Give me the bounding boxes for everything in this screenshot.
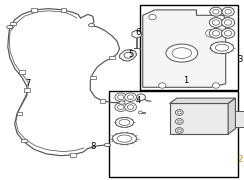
Text: 5: 5 bbox=[128, 50, 133, 59]
Circle shape bbox=[209, 18, 223, 27]
Ellipse shape bbox=[89, 24, 95, 27]
Circle shape bbox=[222, 7, 234, 16]
Circle shape bbox=[206, 29, 216, 37]
Bar bbox=[70, 153, 76, 157]
Bar bbox=[21, 139, 27, 142]
Bar bbox=[109, 56, 115, 59]
Bar bbox=[31, 8, 37, 12]
Polygon shape bbox=[228, 98, 235, 134]
Bar bbox=[17, 112, 22, 115]
Circle shape bbox=[222, 28, 235, 38]
Text: 1: 1 bbox=[183, 76, 188, 85]
Polygon shape bbox=[132, 30, 141, 38]
Circle shape bbox=[115, 103, 127, 111]
Circle shape bbox=[224, 31, 232, 36]
Circle shape bbox=[125, 103, 136, 111]
Bar bbox=[24, 88, 30, 92]
Circle shape bbox=[210, 7, 222, 16]
Ellipse shape bbox=[104, 143, 110, 147]
Circle shape bbox=[127, 95, 134, 100]
Bar bbox=[100, 99, 105, 103]
Ellipse shape bbox=[112, 133, 137, 144]
Ellipse shape bbox=[211, 42, 234, 53]
Bar bbox=[140, 4, 238, 90]
Bar bbox=[90, 76, 96, 79]
Bar bbox=[109, 91, 238, 177]
Text: 2: 2 bbox=[238, 155, 243, 164]
Circle shape bbox=[175, 110, 183, 115]
Text: 7: 7 bbox=[25, 79, 31, 88]
Polygon shape bbox=[235, 111, 244, 127]
Circle shape bbox=[137, 94, 145, 100]
Circle shape bbox=[175, 119, 183, 124]
Circle shape bbox=[225, 9, 231, 14]
Text: 3: 3 bbox=[238, 55, 243, 64]
Text: 8: 8 bbox=[90, 142, 95, 151]
Polygon shape bbox=[120, 50, 137, 61]
Text: 6: 6 bbox=[135, 28, 141, 37]
Ellipse shape bbox=[117, 135, 132, 142]
Polygon shape bbox=[170, 103, 228, 134]
Circle shape bbox=[177, 129, 181, 132]
Ellipse shape bbox=[172, 48, 192, 58]
Circle shape bbox=[124, 52, 132, 58]
Ellipse shape bbox=[119, 101, 125, 104]
Bar bbox=[10, 22, 16, 25]
Circle shape bbox=[118, 95, 124, 100]
Circle shape bbox=[118, 105, 124, 109]
Circle shape bbox=[159, 83, 166, 88]
Circle shape bbox=[115, 93, 127, 102]
Circle shape bbox=[177, 120, 181, 123]
Polygon shape bbox=[143, 10, 226, 87]
Bar bbox=[61, 8, 66, 12]
Circle shape bbox=[127, 105, 134, 109]
Ellipse shape bbox=[115, 117, 134, 127]
Circle shape bbox=[212, 83, 220, 88]
Circle shape bbox=[213, 9, 219, 14]
Polygon shape bbox=[170, 98, 235, 104]
Circle shape bbox=[177, 111, 181, 114]
Circle shape bbox=[209, 28, 223, 38]
Circle shape bbox=[125, 93, 136, 102]
Text: 4: 4 bbox=[135, 96, 141, 105]
Ellipse shape bbox=[166, 44, 198, 62]
Ellipse shape bbox=[7, 25, 13, 29]
Circle shape bbox=[212, 20, 220, 25]
Bar bbox=[19, 70, 25, 74]
Circle shape bbox=[224, 20, 232, 25]
Circle shape bbox=[175, 128, 183, 133]
Circle shape bbox=[212, 31, 220, 36]
Circle shape bbox=[222, 18, 235, 27]
Ellipse shape bbox=[215, 44, 229, 51]
Circle shape bbox=[149, 14, 156, 20]
Circle shape bbox=[138, 111, 142, 114]
Ellipse shape bbox=[119, 120, 130, 125]
